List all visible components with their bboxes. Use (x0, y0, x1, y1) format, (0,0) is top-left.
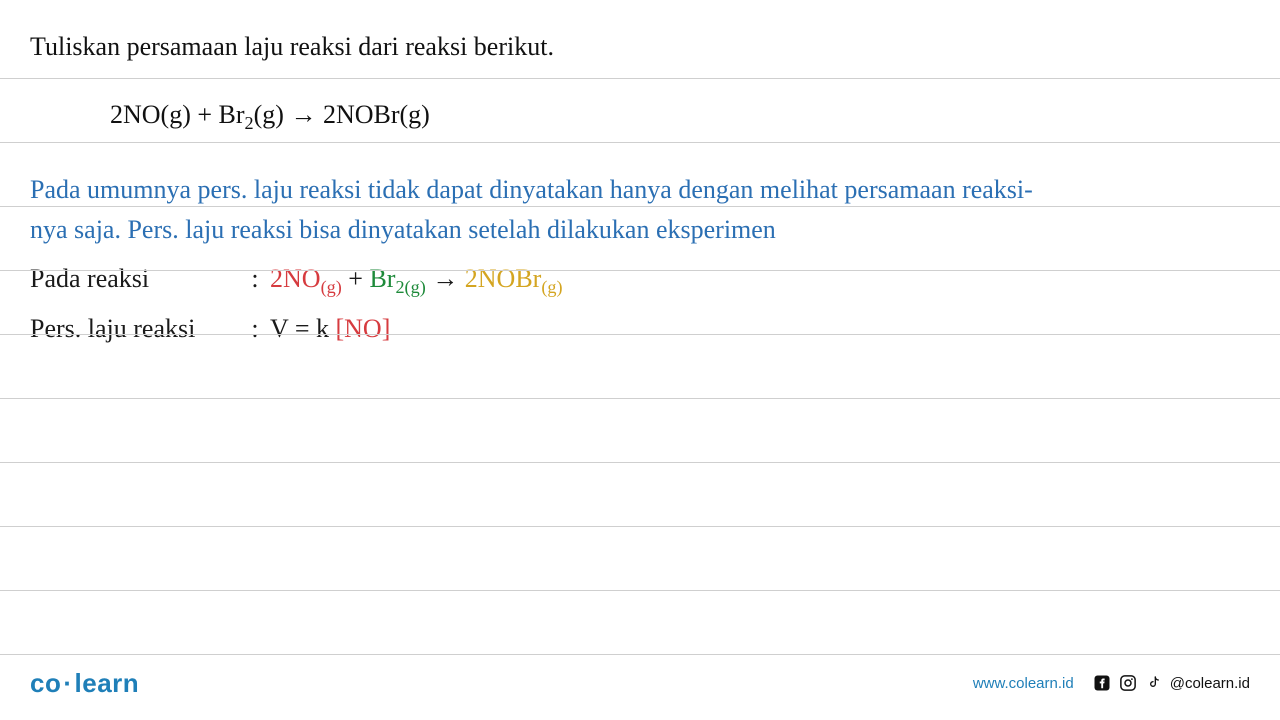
footer-right: www.colearn.id @colearn.id (973, 673, 1250, 693)
tiktok-icon[interactable] (1144, 673, 1164, 693)
brand-logo: co·learn (30, 668, 139, 699)
coef-prod: 2 (465, 264, 478, 293)
question-text: Tuliskan persamaan laju reaksi dari reak… (30, 32, 1250, 62)
logo-learn: learn (75, 668, 140, 698)
arrow-op: → (432, 264, 465, 293)
rate-k: k (316, 314, 336, 343)
equation-mid: (g) → 2NOBr(g) (254, 100, 430, 129)
logo-co: co (30, 668, 61, 698)
handwritten-line-2: nya saja. Pers. laju reaksi bisa dinyata… (30, 210, 1250, 250)
ruled-line (0, 462, 1280, 463)
ruled-line (0, 590, 1280, 591)
ruled-line (0, 526, 1280, 527)
rate-colon: : (240, 309, 270, 349)
reaction-body: 2NO(g) + Br2(g) → 2NOBr(g) (270, 259, 563, 301)
reaction-equation: 2NO(g) + Br2(g) → 2NOBr(g) (110, 100, 1250, 134)
rate-bracket: [NO] (335, 314, 390, 343)
equation-sub: 2 (245, 113, 254, 133)
reaction-colon: : (240, 259, 270, 299)
ruled-line (0, 398, 1280, 399)
species-no: NO (283, 264, 321, 293)
ruled-line (0, 334, 1280, 335)
rate-label: Pers. laju reaksi (30, 309, 240, 349)
reactant-br2: Br2(g) (369, 264, 425, 293)
facebook-icon[interactable] (1092, 673, 1112, 693)
footer: co·learn www.colearn.id @colearn.id (30, 668, 1250, 698)
coef-1: 2 (270, 264, 283, 293)
ruled-line (0, 206, 1280, 207)
species-nobr: NOBr (478, 264, 542, 293)
rate-body: V = k [NO] (270, 309, 390, 349)
handwritten-block: Pada umumnya pers. laju reaksi tidak dap… (30, 170, 1250, 349)
phase-g3: (g) (541, 277, 562, 297)
species-br: Br (369, 264, 395, 293)
equation-pre: 2NO(g) + Br (110, 100, 245, 129)
plus-op: + (348, 264, 369, 293)
ruled-line (0, 78, 1280, 79)
logo-dot: · (63, 668, 72, 698)
reaction-label: Pada reaksi (30, 259, 240, 299)
phase-g1: (g) (321, 277, 342, 297)
rate-eq: = (295, 314, 316, 343)
product-nobr: 2NOBr(g) (465, 264, 563, 293)
ruled-line (0, 142, 1280, 143)
social-handle[interactable]: @colearn.id (1170, 675, 1250, 692)
reaction-row: Pada reaksi : 2NO(g) + Br2(g) → 2NOBr(g) (30, 259, 1250, 301)
ruled-line (0, 270, 1280, 271)
phase-g2: (g) (405, 277, 426, 297)
instagram-icon[interactable] (1118, 673, 1138, 693)
sub-2: 2 (395, 277, 404, 297)
ruled-line (0, 654, 1280, 655)
handwritten-line-1: Pada umumnya pers. laju reaksi tidak dap… (30, 170, 1250, 210)
socials: @colearn.id (1092, 673, 1250, 693)
rate-v: V (270, 314, 288, 343)
site-link[interactable]: www.colearn.id (973, 675, 1074, 692)
rate-law-row: Pers. laju reaksi : V = k [NO] (30, 309, 1250, 349)
reactant-no: 2NO(g) (270, 264, 342, 293)
page-root: Tuliskan persamaan laju reaksi dari reak… (0, 0, 1280, 720)
